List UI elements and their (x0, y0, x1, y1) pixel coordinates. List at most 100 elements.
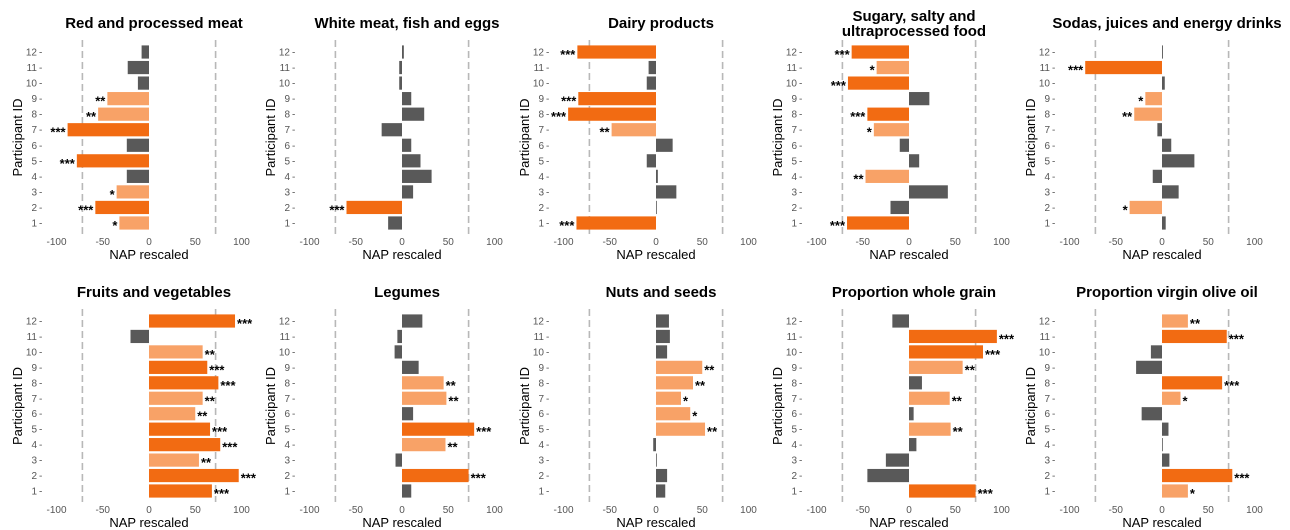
y-tick-label: 8 (538, 378, 544, 389)
x-axis-label: NAP rescaled (109, 515, 188, 530)
y-tick-mark: - (799, 156, 802, 167)
y-tick-label: 8 (31, 378, 37, 389)
y-tick-label: 10 (786, 79, 798, 90)
y-tick-mark: - (546, 332, 549, 343)
bar (346, 200, 402, 215)
y-tick-label: 6 (1044, 141, 1050, 152)
bar (867, 107, 909, 121)
y-tick-label: 7 (791, 125, 797, 136)
significance-label: *** (78, 202, 94, 217)
y-tick-mark: - (799, 63, 802, 74)
x-tick-label: 100 (993, 505, 1010, 516)
bar (127, 60, 149, 75)
y-tick-mark: - (546, 94, 549, 105)
bar (1162, 45, 1163, 59)
y-tick-mark: - (39, 79, 42, 90)
panel-title: Sodas, juices and energy drinks (1052, 15, 1281, 32)
x-axis-label: NAP rescaled (616, 247, 695, 262)
y-tick-mark: - (292, 94, 295, 105)
x-tick-label: -100 (1059, 505, 1079, 516)
y-tick-label: 5 (31, 425, 37, 436)
bar (1157, 123, 1162, 137)
y-tick-label: 4 (538, 440, 544, 451)
y-tick-label: 9 (284, 363, 290, 374)
y-tick-mark: - (546, 487, 549, 498)
y-tick-mark: - (1052, 394, 1055, 405)
y-tick-mark: - (292, 425, 295, 436)
significance-label: *** (985, 347, 1001, 362)
x-axis-label: NAP rescaled (1122, 247, 1201, 262)
significance-label: *** (50, 125, 66, 140)
y-tick-label: 2 (284, 203, 290, 214)
y-tick-mark: - (39, 363, 42, 374)
y-tick-mark: - (39, 456, 42, 467)
x-tick-label: 0 (906, 237, 912, 248)
x-tick-label: 0 (1159, 237, 1165, 248)
bar (388, 216, 402, 230)
y-tick-mark: - (546, 456, 549, 467)
x-tick-label: -100 (553, 237, 573, 248)
bar (909, 407, 914, 421)
y-tick-mark: - (1052, 94, 1055, 105)
x-tick-label: 0 (399, 505, 405, 516)
y-tick-mark: - (1052, 63, 1055, 74)
bar (402, 422, 475, 436)
y-tick-label: 8 (31, 110, 37, 121)
y-axis-label: Participant ID (770, 98, 785, 176)
y-tick-mark: - (1052, 172, 1055, 183)
bar (149, 484, 212, 498)
x-tick-label: 0 (146, 505, 152, 516)
y-tick-label: 3 (284, 187, 290, 198)
bar (1152, 169, 1162, 183)
x-tick-label: 50 (190, 505, 202, 516)
x-tick-label: 100 (740, 237, 757, 248)
y-tick-label: 1 (31, 219, 37, 230)
y-tick-mark: - (546, 63, 549, 74)
y-tick-label: 5 (31, 156, 37, 167)
y-tick-mark: - (799, 363, 802, 374)
bar (1162, 329, 1227, 344)
y-tick-mark: - (546, 347, 549, 358)
bar (656, 185, 677, 199)
bar (126, 169, 149, 183)
chart-panel: Sodas, juices and energy drinks Participa… (1023, 15, 1282, 262)
y-tick-label: 12 (1039, 317, 1051, 328)
bar (1129, 200, 1162, 215)
x-axis-label: NAP rescaled (1122, 515, 1201, 530)
y-tick-label: 5 (1044, 425, 1050, 436)
bar (656, 138, 673, 152)
y-tick-mark: - (1052, 110, 1055, 121)
bar (656, 376, 693, 390)
x-tick-label: 100 (1246, 505, 1263, 516)
y-tick-mark: - (799, 172, 802, 183)
bar (402, 360, 419, 374)
bar (909, 92, 930, 106)
x-tick-label: -100 (299, 505, 319, 516)
y-tick-mark: - (39, 141, 42, 152)
bar (867, 468, 909, 483)
bar (149, 391, 203, 405)
y-tick-mark: - (799, 317, 802, 328)
x-tick-label: 50 (697, 237, 709, 248)
bar (656, 329, 670, 344)
significance-label: *** (830, 218, 846, 233)
bar (402, 376, 444, 390)
bar (107, 92, 149, 106)
significance-label: ** (197, 409, 208, 424)
x-tick-label: -50 (349, 237, 364, 248)
bar (847, 76, 909, 90)
y-tick-label: 10 (533, 79, 545, 90)
panel-title: Dairy products (608, 15, 714, 32)
bar (402, 154, 421, 168)
y-tick-label: 9 (1044, 94, 1050, 105)
bar (149, 345, 203, 359)
y-tick-label: 12 (533, 317, 545, 328)
y-tick-mark: - (546, 363, 549, 374)
y-tick-label: 8 (284, 378, 290, 389)
chart-panel: Proportion virgin olive oil Participant I… (1023, 284, 1263, 530)
y-tick-label: 1 (538, 487, 544, 498)
x-tick-label: 0 (906, 505, 912, 516)
x-tick-label: -100 (806, 505, 826, 516)
y-tick-mark: - (1052, 378, 1055, 389)
panel-title: Legumes (374, 284, 440, 301)
